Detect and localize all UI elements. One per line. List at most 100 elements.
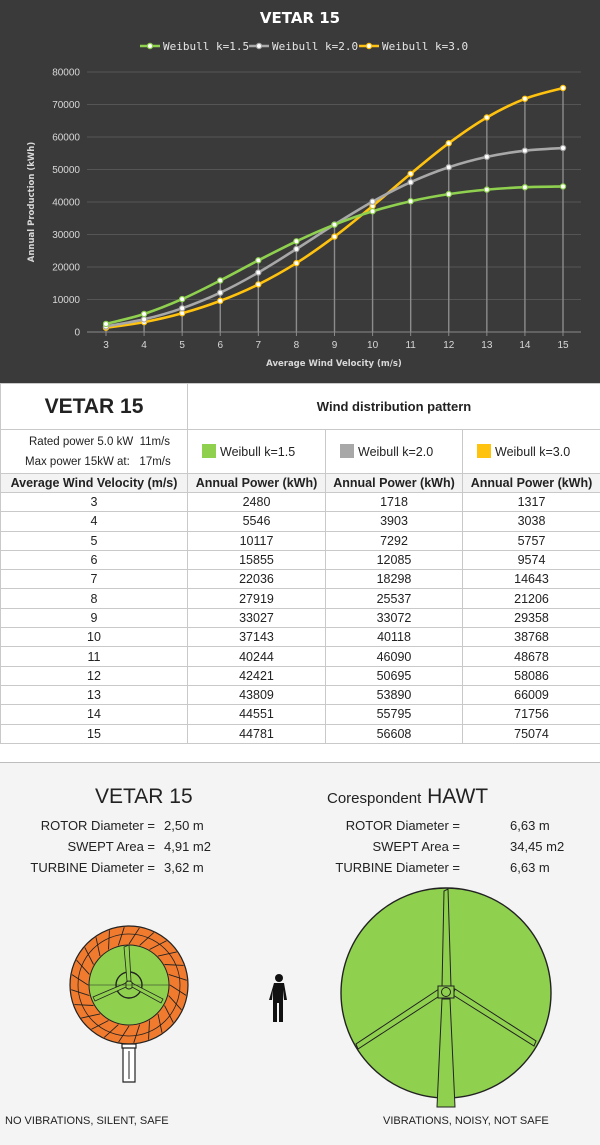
series-k30-point — [407, 170, 414, 177]
series-k15-point — [559, 183, 567, 190]
spec-label: ROTOR Diameter = — [40, 818, 155, 833]
vetar-blade-right — [131, 982, 164, 1004]
person-silhouette-icon — [269, 974, 287, 1022]
chart-series — [102, 84, 567, 331]
cell-power-k15: 10117 — [187, 530, 326, 551]
y-axis-label: Annual Production (kWh) — [27, 142, 37, 263]
cell-power-k30: 3038 — [461, 511, 600, 532]
legend-k20: Weibull k=2.0 — [325, 429, 463, 474]
rated-power-value: 11m/s — [139, 435, 171, 448]
wind-pattern-title: Wind distribution pattern — [186, 383, 600, 430]
x-tick-label: 11 — [405, 340, 416, 351]
cell-power-k30: 38768 — [461, 627, 600, 648]
shroud-vane — [164, 964, 184, 966]
cell-velocity: 7 — [0, 569, 188, 590]
cell-velocity: 3 — [0, 491, 188, 513]
table-row: 5 10117 7292 5757 — [0, 530, 600, 551]
cell-power-k15: 37143 — [187, 627, 326, 648]
cell-power-k15: 44551 — [187, 704, 326, 725]
shroud-vane — [157, 1013, 163, 1033]
cell-velocity: 10 — [0, 627, 188, 648]
table-row: 7 22036 18298 14643 — [0, 569, 600, 590]
turbine-comparison: VETAR 15 Corespondent HAWT ROTOR Diamete… — [0, 762, 600, 1145]
spec-value: 6,63 m — [510, 860, 550, 875]
cell-power-k30: 58086 — [461, 665, 600, 686]
cell-power-k15: 42421 — [187, 665, 326, 686]
series-k30-point — [559, 84, 567, 92]
cell-power-k15: 2480 — [187, 491, 326, 513]
shroud-vane — [103, 1024, 119, 1038]
table-row: 11 40244 46090 48678 — [0, 646, 600, 667]
vetar-turbine-drawing — [69, 925, 189, 1083]
series-k20-point — [369, 198, 376, 205]
y-axis-ticks: 0 10000 20000 30000 40000 50000 60000 70000 8000… — [52, 68, 80, 339]
x-tick-label: 15 — [557, 340, 569, 351]
series-k20-point — [140, 316, 148, 323]
legend-k15: Weibull k=1.5 — [187, 429, 326, 474]
shroud-vane — [95, 937, 101, 957]
series-k30-point — [445, 140, 452, 147]
spec-row: ROTOR Diameter = 6,63 m — [0, 818, 600, 836]
legend-marker-series-k20 — [255, 42, 263, 50]
header-velocity: Average Wind Velocity (m/s) — [0, 473, 188, 493]
table-row: 8 27919 25537 21206 — [0, 588, 600, 609]
hawt-title-prefix: Corespondent — [327, 790, 422, 807]
series-k15-point — [521, 184, 529, 191]
y-tick-label: 0 — [74, 328, 80, 339]
shroud-vane — [81, 1013, 101, 1019]
cell-velocity: 5 — [0, 530, 188, 551]
series-k15-point — [445, 190, 452, 198]
y-tick-label: 40000 — [52, 198, 80, 209]
spec-value: 34,45 m2 — [510, 839, 565, 854]
y-tick-label: 20000 — [52, 263, 80, 274]
series-k15-point — [217, 277, 224, 284]
cell-power-k30: 48678 — [461, 646, 600, 667]
table-row: 12 42421 50695 58086 — [0, 665, 600, 686]
series-k20-point — [521, 147, 529, 154]
shroud-vane — [139, 932, 155, 946]
series-k15-point — [331, 221, 338, 228]
spec-row: TURBINE Diameter = 3,62 m — [0, 860, 600, 878]
series-k20-point — [483, 153, 491, 161]
shroud-vane — [157, 951, 177, 957]
cell-velocity: 4 — [0, 511, 188, 532]
hawt-turbine-drawing — [340, 887, 552, 1108]
shroud-vane — [148, 1020, 150, 1040]
y-tick-label: 10000 — [52, 295, 80, 306]
shroud-vane — [133, 1024, 141, 1043]
cell-power-k30: 5757 — [461, 530, 600, 551]
rated-power-label: Rated power 5.0 kW — [29, 435, 134, 448]
series-k15-point — [369, 208, 376, 215]
hawt-note: VIBRATIONS, NOISY, NOT SAFE — [383, 1115, 549, 1127]
cell-velocity: 12 — [0, 665, 188, 686]
spec-label: TURBINE Diameter = — [335, 860, 460, 875]
y-tick-label: 50000 — [52, 165, 80, 176]
cell-power-k20: 46090 — [325, 646, 463, 667]
legend-label-series-k20: Weibull k=2.0 — [272, 40, 358, 53]
x-tick-label: 14 — [519, 340, 531, 351]
series-k15-point — [140, 310, 148, 318]
header-power-k30: Annual Power (kWh) — [461, 473, 600, 493]
x-axis-ticks: 3 4 5 6 7 8 9 10 11 12 13 14 15 — [103, 340, 569, 351]
cell-power-k20: 25537 — [325, 588, 463, 609]
hawt-hub — [441, 987, 451, 997]
shroud-vane — [164, 1005, 174, 1023]
spec-label: SWEPT Area = — [372, 839, 460, 854]
legend-k15-label: Weibull k=1.5 — [220, 445, 296, 459]
chart-gridlines — [87, 71, 581, 336]
series-k30-point — [255, 281, 262, 288]
shroud-vane — [76, 959, 90, 975]
series-k15-point — [102, 320, 110, 328]
cell-power-k15: 43809 — [187, 684, 326, 706]
cell-power-k30: 66009 — [461, 684, 600, 706]
cell-velocity: 8 — [0, 588, 188, 609]
y-tick-label: 80000 — [52, 68, 80, 79]
spec-value: 2,50 m — [164, 818, 204, 833]
legend-k20-label: Weibull k=2.0 — [358, 445, 434, 459]
series-k15-point — [178, 295, 186, 303]
shroud-vane — [117, 927, 125, 946]
y-tick-label: 70000 — [52, 100, 80, 111]
cell-velocity: 15 — [0, 723, 188, 744]
cell-power-k15: 33027 — [187, 607, 326, 629]
cell-power-k15: 22036 — [187, 569, 326, 590]
